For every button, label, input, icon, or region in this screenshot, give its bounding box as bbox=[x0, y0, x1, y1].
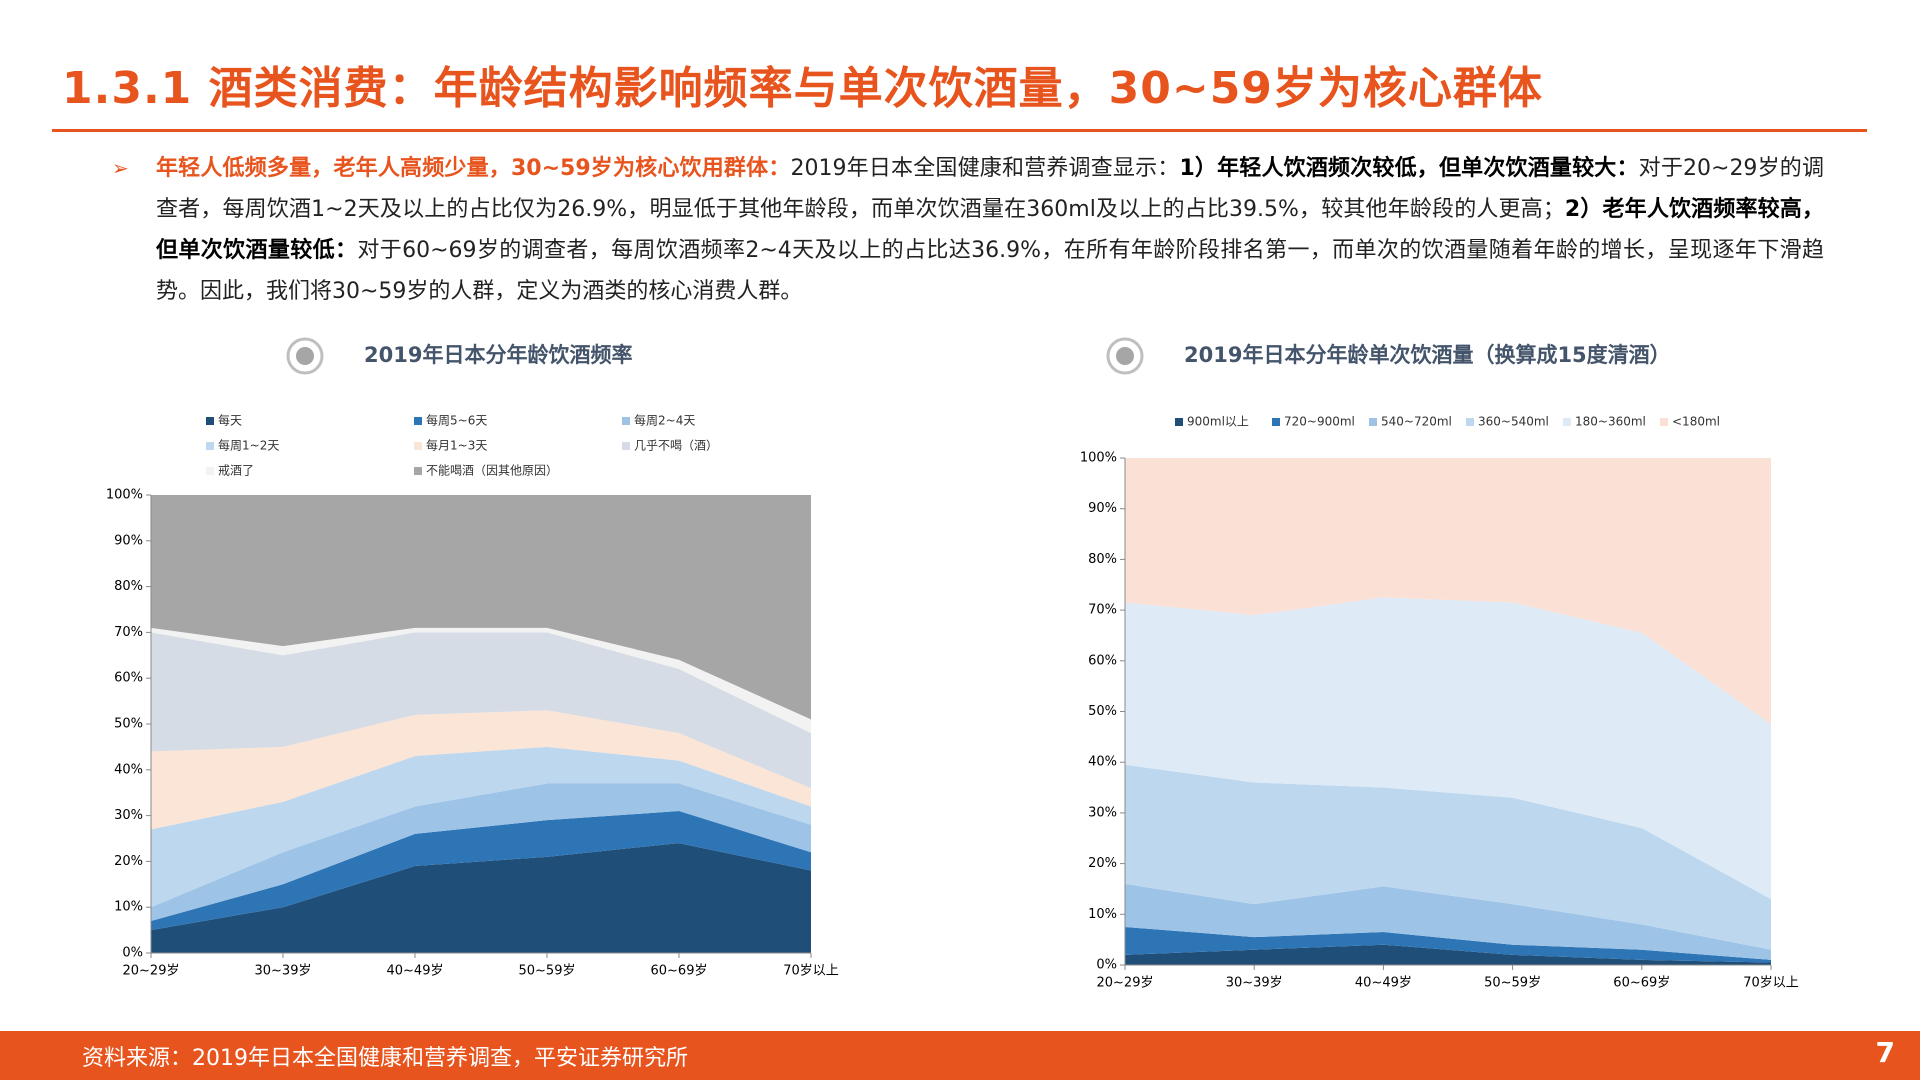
legend-swatch bbox=[414, 442, 422, 450]
legend-label: 不能喝酒（因其他原因） bbox=[426, 464, 558, 478]
legend-label: 戒酒了 bbox=[218, 464, 254, 478]
y-tick-label: 10% bbox=[1088, 907, 1117, 922]
y-tick-label: 90% bbox=[114, 533, 143, 548]
footer-bar bbox=[0, 1031, 1920, 1080]
legend-swatch bbox=[1466, 418, 1474, 426]
y-tick-label: 70% bbox=[1088, 603, 1117, 618]
y-tick-label: 10% bbox=[114, 900, 143, 915]
legend-swatch bbox=[1369, 418, 1377, 426]
x-tick-label: 20~29岁 bbox=[123, 964, 180, 979]
legend-label: 360~540ml bbox=[1478, 415, 1549, 429]
summary-run: 年轻人低频多量，老年人高频少量，30~59岁为核心饮用群体： bbox=[156, 156, 791, 181]
legend-label: 900ml以上 bbox=[1187, 415, 1249, 429]
y-tick-label: 70% bbox=[114, 625, 143, 640]
area bbox=[1125, 883, 1771, 960]
slide-title: 1.3.1 酒类消费：年龄结构影响频率与单次饮酒量，30~59岁为核心群体 bbox=[62, 63, 1543, 114]
legend-label: 每月1~3天 bbox=[426, 438, 487, 453]
y-tick-label: 30% bbox=[1088, 805, 1117, 820]
page-number: 7 bbox=[1875, 1036, 1895, 1069]
y-tick-label: 100% bbox=[106, 488, 143, 503]
y-tick-label: 30% bbox=[114, 808, 143, 823]
area bbox=[151, 495, 811, 720]
legend-swatch bbox=[414, 417, 422, 425]
title-icon bbox=[286, 337, 324, 375]
legend-swatch bbox=[206, 467, 214, 475]
legend-label: 几乎不喝（酒） bbox=[634, 439, 718, 453]
y-tick-label: 20% bbox=[114, 854, 143, 869]
summary-run: 2019年日本全国健康和营养调查显示： bbox=[790, 156, 1180, 181]
legend-swatch bbox=[1175, 418, 1183, 426]
title-icon-dot bbox=[1116, 347, 1134, 365]
legend-swatch bbox=[1563, 418, 1571, 426]
y-tick-label: 0% bbox=[122, 946, 143, 961]
summary-run: 对于20~29岁的调查者，每周饮酒1~2天及以上的占比仅为26.9%，明显低于其… bbox=[156, 156, 1824, 222]
y-tick-label: 40% bbox=[114, 762, 143, 777]
y-tick-label: 100% bbox=[1080, 451, 1117, 466]
x-tick-label: 40~49岁 bbox=[387, 964, 444, 979]
x-tick-label: 50~59岁 bbox=[519, 964, 576, 979]
x-tick-label: 40~49岁 bbox=[1355, 976, 1412, 991]
area bbox=[1125, 458, 1771, 725]
title-icon-dot bbox=[296, 347, 314, 365]
legend-label: 每周5~6天 bbox=[426, 413, 487, 428]
chart-title: 2019年日本分年龄单次饮酒量（换算成15度清酒） bbox=[1184, 343, 1671, 367]
x-tick-label: 20~29岁 bbox=[1097, 976, 1154, 991]
x-tick-label: 70岁以上 bbox=[783, 964, 839, 979]
y-tick-label: 80% bbox=[114, 579, 143, 594]
legend-label: 540~720ml bbox=[1381, 415, 1452, 429]
area bbox=[151, 632, 811, 789]
area bbox=[1125, 764, 1771, 950]
x-tick-label: 30~39岁 bbox=[1226, 976, 1283, 991]
area bbox=[1125, 597, 1771, 900]
legend-label: 每周1~2天 bbox=[218, 438, 279, 453]
area bbox=[151, 627, 811, 734]
legend-label: 每天 bbox=[218, 413, 242, 428]
chart-title: 2019年日本分年龄饮酒频率 bbox=[364, 343, 632, 367]
x-tick-label: 50~59岁 bbox=[1484, 976, 1541, 991]
title-rule bbox=[52, 129, 1867, 132]
legend-swatch bbox=[1272, 418, 1280, 426]
legend-swatch bbox=[1660, 418, 1668, 426]
legend-label: 180~360ml bbox=[1575, 415, 1646, 429]
y-tick-label: 50% bbox=[114, 717, 143, 732]
summary-run: 对于60~69岁的调查者，每周饮酒频率2~4天及以上的占比达36.9%，在所有年… bbox=[156, 238, 1824, 304]
y-tick-label: 80% bbox=[1088, 552, 1117, 567]
legend-label: 每周2~4天 bbox=[634, 413, 695, 428]
area bbox=[151, 811, 811, 931]
y-tick-label: 20% bbox=[1088, 856, 1117, 871]
x-tick-label: 60~69岁 bbox=[1613, 976, 1670, 991]
title-icon bbox=[1106, 337, 1144, 375]
legend-swatch bbox=[206, 442, 214, 450]
x-tick-label: 60~69岁 bbox=[651, 964, 708, 979]
area bbox=[151, 843, 811, 953]
legend-swatch bbox=[622, 417, 630, 425]
legend-label: 720~900ml bbox=[1284, 415, 1355, 429]
source: 资料来源：2019年日本全国健康和营养调查，平安证券研究所 bbox=[82, 1046, 688, 1071]
legend-swatch bbox=[414, 467, 422, 475]
y-tick-label: 0% bbox=[1096, 958, 1117, 973]
area bbox=[1125, 926, 1771, 963]
x-tick-label: 70岁以上 bbox=[1743, 976, 1799, 991]
y-tick-label: 90% bbox=[1088, 501, 1117, 516]
area bbox=[151, 710, 811, 830]
area bbox=[1125, 944, 1771, 965]
summary-run: 2）老年人饮酒频率较高，但单次饮酒量较低： bbox=[156, 197, 1824, 263]
y-tick-label: 40% bbox=[1088, 755, 1117, 770]
y-tick-label: 60% bbox=[1088, 653, 1117, 668]
summary-text: 年轻人低频多量，老年人高频少量，30~59岁为核心饮用群体：2019年日本全国健… bbox=[156, 148, 1824, 312]
bullet-arrow: ➢ bbox=[112, 156, 129, 180]
legend-swatch bbox=[622, 442, 630, 450]
x-tick-label: 30~39岁 bbox=[255, 964, 312, 979]
summary: ➢ 年轻人低频多量，老年人高频少量，30~59岁为核心饮用群体：2019年日本全国… bbox=[112, 148, 1824, 312]
y-tick-label: 60% bbox=[114, 671, 143, 686]
legend-label: <180ml bbox=[1672, 415, 1720, 429]
summary-run: 1）年轻人饮酒频次较低，但单次饮酒量较大： bbox=[1179, 156, 1639, 181]
legend-swatch bbox=[206, 417, 214, 425]
y-tick-label: 50% bbox=[1088, 704, 1117, 719]
area bbox=[151, 746, 811, 908]
